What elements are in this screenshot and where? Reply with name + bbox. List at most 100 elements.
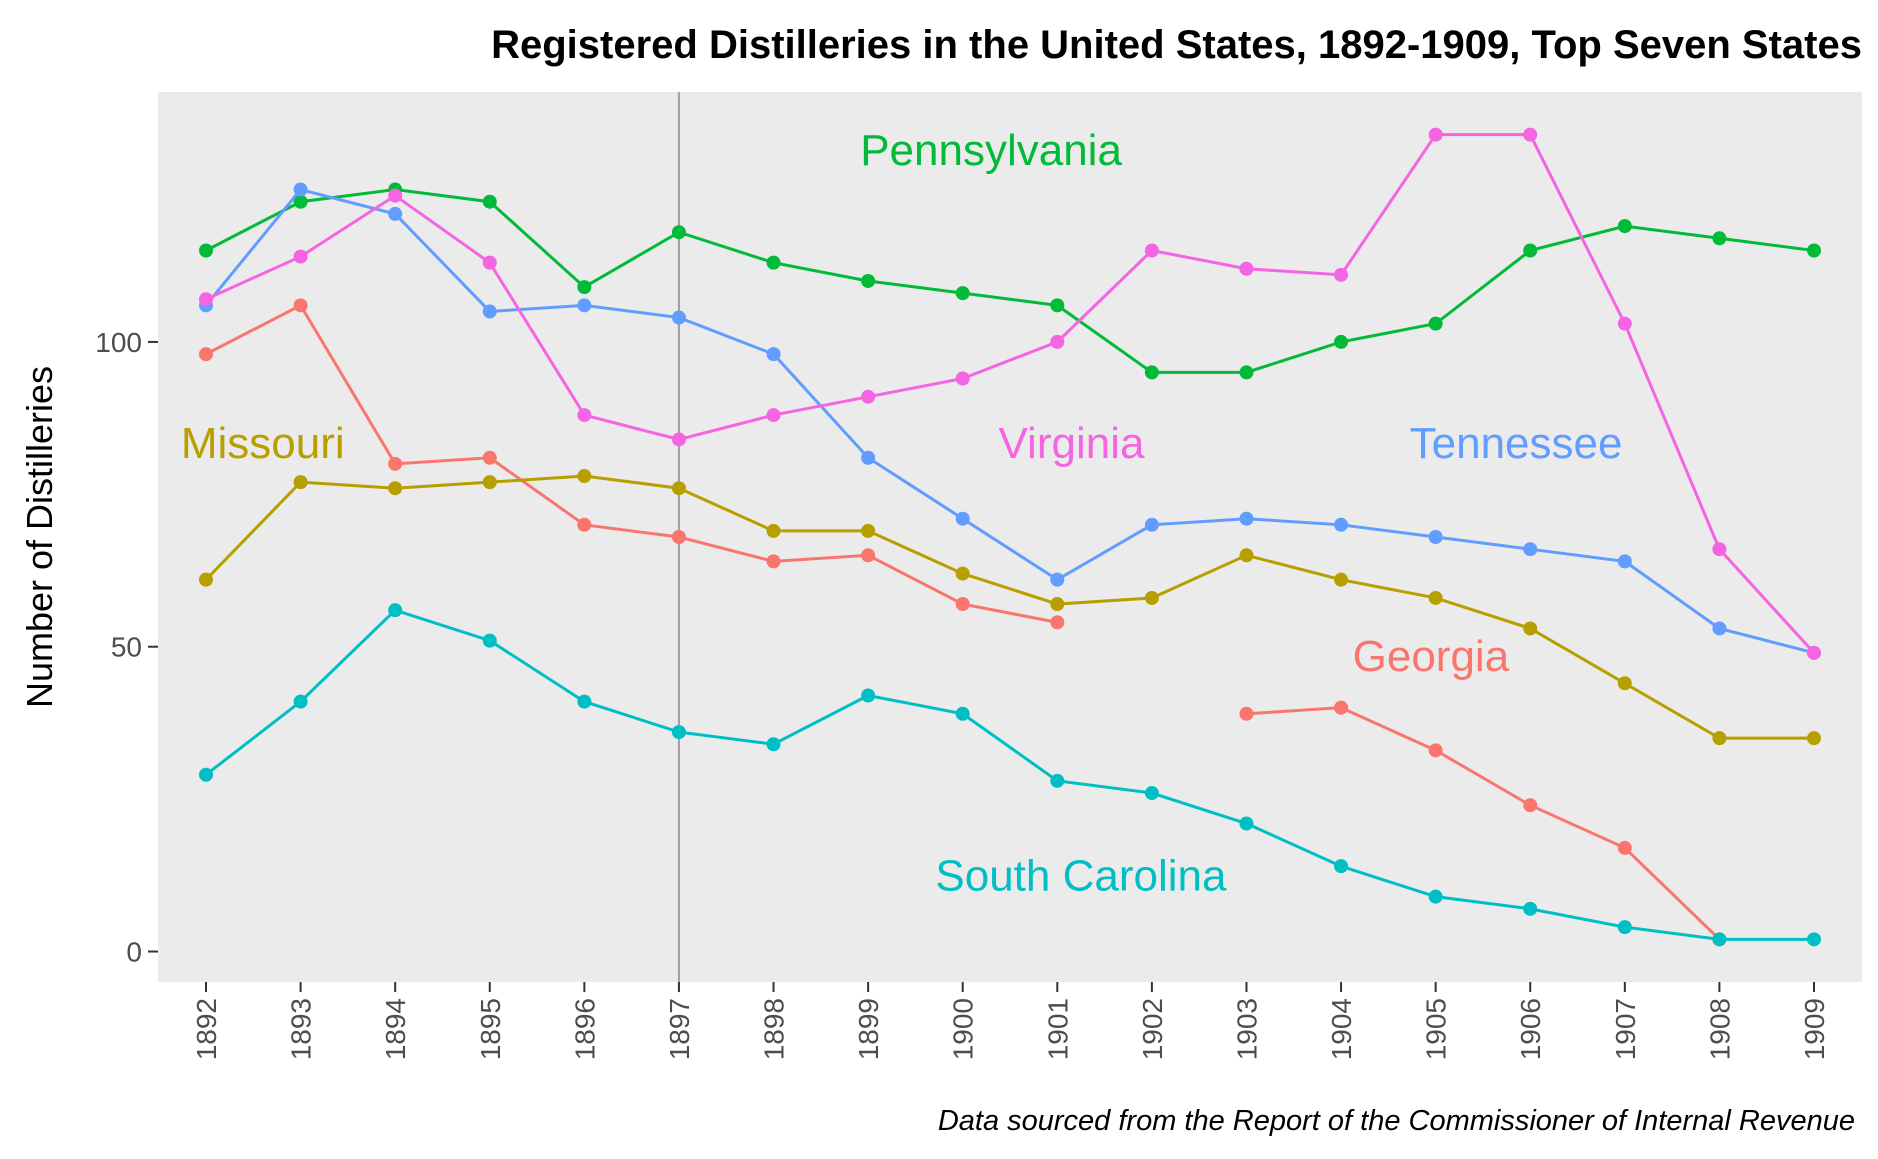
data-point (1144, 590, 1159, 605)
data-point (1523, 798, 1538, 813)
series-virginia (199, 127, 1821, 660)
data-point (766, 255, 781, 270)
data-point (1617, 676, 1632, 691)
data-point (293, 194, 308, 209)
x-tick-label: 1905 (1421, 998, 1452, 1060)
data-point (861, 389, 876, 404)
data-point (199, 292, 213, 307)
data-point (1617, 316, 1632, 331)
data-point (482, 633, 497, 648)
x-tick-label: 1894 (380, 998, 411, 1060)
data-point (577, 408, 592, 423)
axes: 0 50 100 1892 1893 1894 1895 1896 1897 1898 1899 19… (95, 327, 1830, 1060)
data-point (1334, 859, 1349, 874)
data-point (955, 511, 970, 526)
data-point (577, 517, 592, 532)
data-point (671, 310, 686, 325)
x-tick-label: 1901 (1042, 998, 1073, 1060)
data-point (671, 225, 686, 240)
data-point (482, 304, 497, 319)
x-tick-label: 1907 (1610, 998, 1641, 1060)
data-point (1334, 334, 1349, 349)
data-point (1334, 700, 1349, 715)
data-point (955, 597, 970, 612)
series-south-carolina (199, 603, 1821, 947)
data-point (1334, 572, 1349, 587)
chart-title: Registered Distilleries in the United St… (491, 23, 1862, 67)
data-point (1144, 517, 1159, 532)
data-point (671, 725, 686, 740)
data-point (1050, 615, 1065, 630)
data-point (1428, 316, 1443, 331)
data-point (1428, 889, 1443, 904)
x-tick-label: 1898 (759, 998, 790, 1060)
data-point (1712, 932, 1727, 947)
data-point (199, 572, 213, 587)
data-point (955, 566, 970, 581)
data-point (1523, 621, 1538, 636)
x-tick-label: 1908 (1704, 998, 1735, 1060)
data-point (293, 298, 308, 313)
y-tick-label: 100 (95, 327, 142, 358)
series-line-virginia (205, 133, 1816, 654)
data-point (671, 530, 686, 544)
data-point (766, 408, 781, 423)
x-tick-label: 1893 (286, 998, 317, 1060)
data-point (1617, 920, 1632, 935)
data-point (1712, 542, 1727, 557)
data-point (1523, 243, 1538, 258)
series-line-missouri (204, 474, 1814, 740)
data-point (861, 548, 876, 563)
data-point (1807, 932, 1821, 947)
x-tick-label: 1902 (1137, 998, 1168, 1060)
data-point (388, 603, 403, 618)
data-point (482, 194, 497, 209)
data-point (1428, 530, 1443, 544)
data-point (1523, 542, 1538, 557)
data-point (1807, 645, 1821, 660)
data-point (577, 694, 592, 709)
data-point (1239, 511, 1254, 526)
data-point (1428, 590, 1443, 605)
data-point (1050, 773, 1065, 788)
y-tick-label: 50 (111, 632, 142, 663)
series-label-missouri: Missouri (181, 419, 345, 468)
series-line-tennessee (204, 187, 1815, 655)
data-point (388, 481, 403, 496)
data-point (766, 347, 781, 362)
data-point (1239, 816, 1254, 831)
data-point (1334, 267, 1349, 282)
data-point (1144, 243, 1159, 258)
data-point (861, 688, 876, 703)
data-point (861, 523, 876, 538)
data-point (1144, 365, 1159, 380)
x-tick-label: 1895 (475, 998, 506, 1060)
data-point (955, 706, 970, 721)
series-line-georgia (205, 303, 1721, 941)
data-point (861, 450, 876, 465)
plot-panel (158, 92, 1862, 982)
series-tennessee (199, 182, 1821, 660)
data-point (1050, 572, 1065, 587)
data-point (955, 371, 970, 386)
data-point (293, 694, 308, 709)
data-point (577, 469, 592, 484)
data-point (388, 188, 403, 203)
data-point (1523, 901, 1538, 916)
data-point (388, 456, 403, 471)
data-point (861, 273, 876, 288)
data-point (1807, 731, 1821, 746)
data-point (199, 347, 213, 362)
data-point (671, 481, 686, 496)
series-label-tennessee: Tennessee (1410, 419, 1623, 468)
data-point (293, 182, 308, 197)
data-point (199, 767, 213, 782)
data-point (1428, 743, 1443, 758)
data-point (1617, 554, 1632, 569)
data-point (1807, 243, 1821, 258)
series-label-virginia: Virginia (999, 419, 1145, 468)
data-point (577, 298, 592, 313)
data-point (1428, 127, 1443, 142)
data-point (199, 243, 213, 258)
